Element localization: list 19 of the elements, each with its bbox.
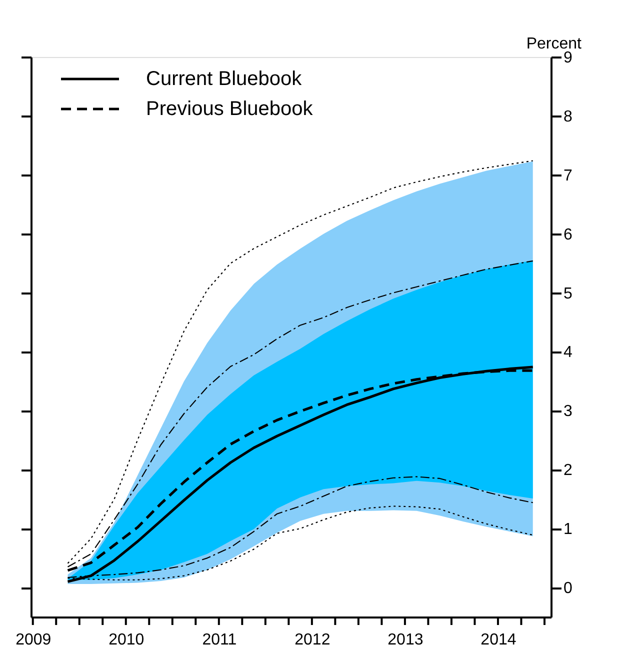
x-tick-label: 2012 <box>294 632 330 648</box>
x-tick-label: 2013 <box>388 632 424 648</box>
y-tick-label: 3 <box>564 403 572 420</box>
legend-label: Previous Bluebook <box>146 98 314 120</box>
y-tick-label: 1 <box>564 521 572 538</box>
x-tick-label: 2011 <box>202 632 237 648</box>
y-tick-label: 2 <box>564 462 572 480</box>
y-tick-label: 5 <box>564 285 572 302</box>
y-tick-label: 4 <box>564 344 572 362</box>
y-axis-title: Percent <box>526 36 582 52</box>
y-tick-label: 7 <box>564 167 572 184</box>
y-tick-label: 6 <box>564 226 572 244</box>
x-tick-label: 2014 <box>480 632 516 648</box>
y-tick-label: 8 <box>564 108 572 126</box>
x-tick-label: 2010 <box>108 632 144 648</box>
y-tick-label: 9 <box>564 50 572 66</box>
x-tick-label: 2009 <box>16 632 52 648</box>
y-tick-label: 0 <box>564 580 572 598</box>
legend-label: Current Bluebook <box>146 68 303 90</box>
